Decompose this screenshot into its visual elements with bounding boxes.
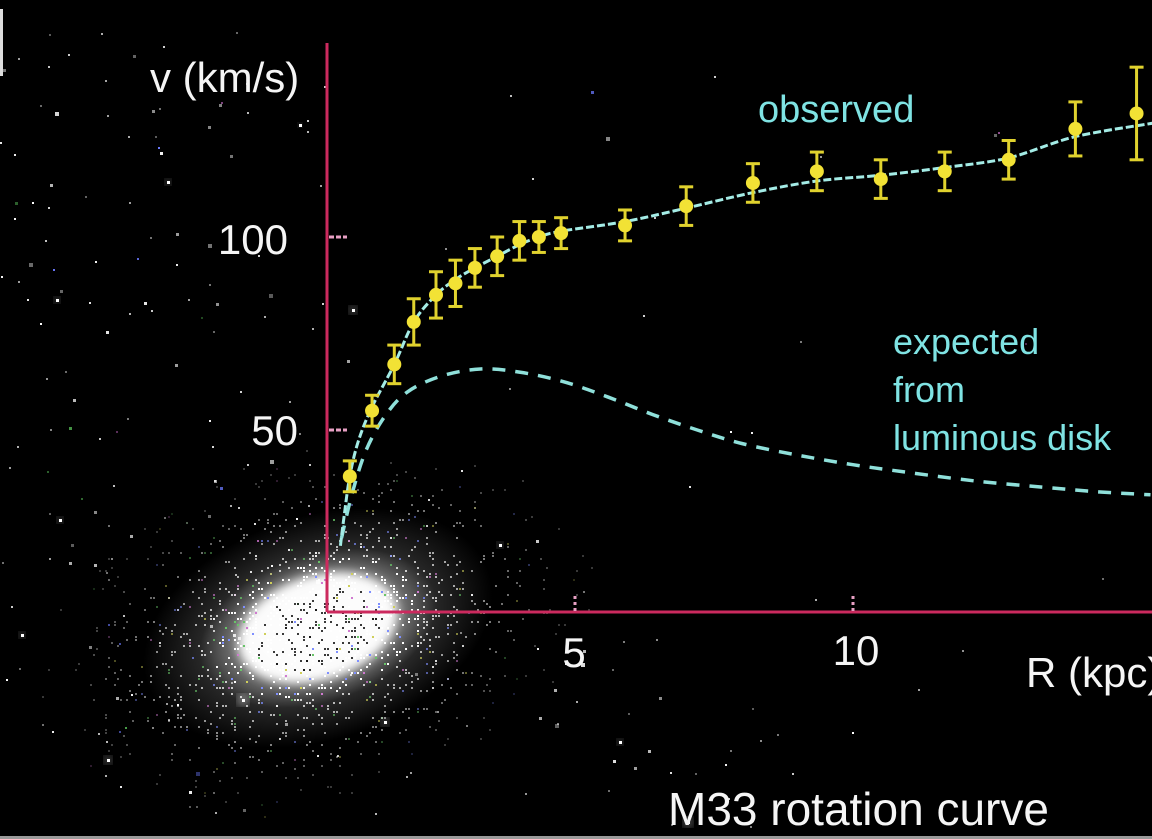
bottom-edge-artifact bbox=[0, 836, 1152, 839]
marker-dot bbox=[429, 287, 443, 302]
data-point bbox=[490, 235, 505, 278]
marker-dot bbox=[745, 175, 760, 190]
data-point bbox=[679, 185, 694, 227]
data-point bbox=[429, 270, 443, 320]
x-tick-label-10: 10 bbox=[832, 627, 880, 674]
data-point bbox=[745, 162, 760, 204]
data-point bbox=[406, 297, 421, 347]
data-point bbox=[342, 459, 357, 494]
marker-dot bbox=[448, 276, 463, 291]
marker-dot bbox=[365, 403, 380, 418]
data-point bbox=[1129, 65, 1144, 162]
x-tick-label-5: 5 bbox=[562, 629, 586, 676]
marker-dot bbox=[554, 226, 569, 241]
expected-label-line-3: luminous disk bbox=[893, 417, 1112, 458]
galaxy-image bbox=[42, 450, 593, 818]
marker-dot bbox=[1068, 121, 1083, 136]
data-point bbox=[531, 220, 546, 254]
marker-dot bbox=[679, 199, 694, 214]
marker-dot bbox=[490, 249, 505, 264]
data-point bbox=[448, 258, 463, 308]
data-point bbox=[467, 247, 482, 289]
marker-dot bbox=[809, 164, 824, 179]
data-point bbox=[1001, 139, 1016, 181]
left-edge-artifact bbox=[0, 9, 3, 76]
marker-dot bbox=[406, 314, 421, 329]
expected-curve bbox=[339, 367, 1151, 539]
expected-label-line-2: from bbox=[893, 369, 965, 410]
expected-label-line-1: expected bbox=[893, 321, 1040, 362]
data-point bbox=[387, 343, 402, 386]
axes bbox=[325, 43, 1152, 614]
marker-dot bbox=[873, 172, 888, 187]
marker-dot bbox=[618, 218, 633, 233]
data-point bbox=[809, 150, 824, 193]
marker-dot bbox=[467, 260, 482, 275]
y-tick-label-100: 100 bbox=[217, 216, 288, 263]
observed-data-points bbox=[342, 65, 1144, 494]
data-point bbox=[365, 393, 380, 428]
figure-title: M33 rotation curve bbox=[668, 783, 1049, 835]
x-axis-label: R (kpc) bbox=[1026, 649, 1152, 696]
data-point bbox=[618, 208, 633, 243]
marker-dot bbox=[1001, 152, 1016, 167]
y-tick-label-50: 50 bbox=[251, 407, 298, 454]
marker-dot bbox=[512, 233, 527, 248]
marker-dot bbox=[1129, 106, 1144, 121]
expected-series-label: expected from luminous disk bbox=[893, 318, 1111, 462]
data-point bbox=[873, 158, 888, 200]
marker-dot bbox=[387, 357, 402, 372]
observed-series-label: observed bbox=[758, 89, 915, 131]
marker-dot bbox=[937, 164, 952, 179]
y-axis-label: v (km/s) bbox=[150, 54, 300, 101]
marker-dot bbox=[531, 230, 546, 244]
data-point bbox=[554, 216, 569, 251]
data-point bbox=[937, 150, 952, 193]
marker-dot bbox=[342, 469, 357, 484]
data-point bbox=[512, 220, 527, 262]
data-point bbox=[1068, 100, 1083, 158]
